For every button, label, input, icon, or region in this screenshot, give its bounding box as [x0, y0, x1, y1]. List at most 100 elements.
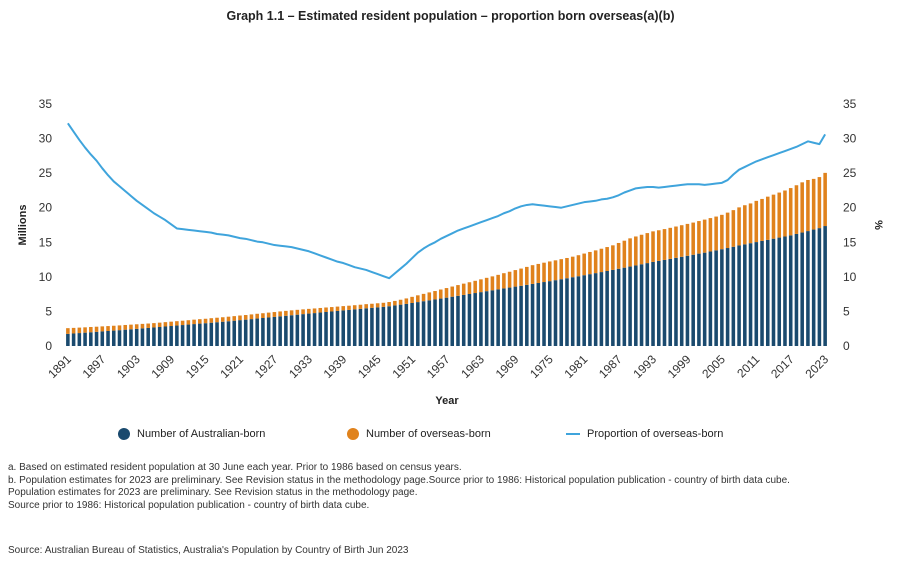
y2-tick-label: 25 — [843, 166, 857, 180]
x-axis: 1891 1897 1903 1909 1915 1921 1927 1933 1939 1945… — [45, 352, 831, 381]
bar-australian-born — [106, 330, 110, 346]
bar-australian-born — [123, 329, 128, 346]
bar-overseas-born — [289, 310, 294, 316]
australian-born-bars — [66, 226, 827, 346]
bar-australian-born — [295, 314, 300, 346]
x-tick-label: 2011 — [734, 352, 762, 380]
bar-overseas-born — [743, 205, 747, 245]
bar-overseas-born — [582, 253, 586, 276]
bar-overseas-born — [611, 245, 615, 270]
bar-overseas-born — [77, 327, 82, 334]
bar-australian-born — [140, 328, 145, 346]
legend-item-australian[interactable]: Number of Australian-born — [118, 428, 265, 440]
bar-australian-born — [783, 236, 787, 346]
bar-overseas-born — [473, 280, 477, 294]
bar-australian-born — [169, 326, 173, 346]
x-axis-title: Year — [435, 395, 459, 407]
x-tick-label: 1939 — [321, 352, 350, 381]
bar-australian-born — [754, 242, 759, 346]
bar-overseas-born — [255, 313, 259, 319]
bar-overseas-born — [725, 212, 730, 249]
bar-overseas-born — [634, 236, 638, 266]
legend-label-overseas: Number of overseas-born — [366, 428, 491, 440]
bar-overseas-born — [570, 256, 575, 278]
chart-title: Graph 1.1 – Estimated resident populatio… — [226, 9, 675, 23]
bar-overseas-born — [639, 234, 644, 265]
x-tick-label: 1999 — [665, 352, 694, 381]
bar-australian-born — [220, 321, 225, 346]
bar-overseas-born — [513, 270, 518, 287]
bar-overseas-born — [656, 230, 661, 261]
y2-tick-label: 0 — [843, 339, 850, 353]
bar-overseas-born — [404, 298, 409, 304]
bar-overseas-born — [318, 307, 323, 313]
bar-overseas-born — [668, 227, 673, 259]
bar-australian-born — [117, 330, 122, 346]
bar-overseas-born — [301, 309, 305, 315]
bar-overseas-born — [714, 216, 718, 251]
bar-australian-born — [691, 254, 695, 346]
x-tick-label: 1945 — [355, 352, 384, 381]
bar-australian-born — [146, 327, 150, 346]
bar-overseas-born — [94, 326, 99, 332]
bar-overseas-born — [123, 324, 128, 330]
bar-overseas-born — [410, 296, 414, 303]
bar-australian-born — [341, 310, 346, 346]
bar-australian-born — [238, 320, 242, 346]
y-tick-label: 35 — [39, 97, 53, 111]
bar-overseas-born — [375, 303, 380, 308]
bar-australian-born — [622, 267, 627, 346]
bar-overseas-born — [117, 325, 122, 331]
bar-australian-born — [387, 306, 391, 346]
bar-australian-born — [536, 283, 541, 346]
bar-australian-born — [725, 248, 730, 346]
bar-overseas-born — [806, 179, 810, 232]
bar-overseas-born — [180, 320, 185, 326]
bar-overseas-born — [175, 321, 179, 326]
bar-australian-born — [651, 261, 655, 346]
bar-australian-born — [307, 313, 311, 346]
bar-australian-born — [255, 318, 259, 346]
bar-australian-born — [410, 302, 414, 346]
x-tick-label: 1975 — [527, 352, 556, 381]
x-tick-label: 1891 — [45, 352, 74, 381]
x-tick-label: 1933 — [286, 352, 315, 381]
bar-overseas-born — [679, 225, 684, 257]
bar-overseas-born — [444, 288, 449, 298]
bar-overseas-born — [553, 260, 558, 281]
bar-australian-born — [823, 226, 827, 346]
bar-australian-born — [278, 316, 282, 346]
bar-australian-born — [94, 331, 99, 346]
bar-australian-born — [358, 308, 363, 346]
bar-overseas-born — [232, 316, 237, 321]
bar-australian-born — [203, 323, 208, 346]
bar-overseas-born — [794, 185, 799, 234]
left-y-axis: 0 5 10 15 20 25 30 35 — [39, 97, 53, 353]
bar-overseas-born — [111, 325, 116, 331]
bar-overseas-born — [243, 315, 248, 320]
legend-item-overseas[interactable]: Number of overseas-born — [347, 428, 491, 440]
bar-overseas-born — [599, 248, 604, 273]
bar-overseas-born — [192, 319, 196, 325]
bar-australian-born — [588, 274, 592, 346]
bar-overseas-born — [731, 210, 736, 247]
bar-australian-born — [806, 231, 810, 346]
bar-overseas-born — [209, 318, 214, 323]
bar-australian-born — [473, 293, 477, 346]
bar-overseas-born — [284, 310, 288, 316]
bar-australian-born — [570, 277, 575, 346]
y-tick-label: 20 — [39, 201, 53, 215]
bar-overseas-born — [691, 222, 695, 255]
y2-tick-label: 30 — [843, 132, 857, 146]
bar-australian-born — [708, 251, 713, 346]
bar-australian-born — [66, 333, 70, 346]
legend-item-proportion[interactable]: Proportion of overseas-born — [566, 428, 723, 440]
bar-australian-born — [748, 243, 753, 346]
bar-overseas-born — [347, 305, 351, 310]
bar-overseas-born — [438, 289, 443, 299]
x-tick-label: 1921 — [217, 352, 246, 381]
bar-overseas-born — [381, 302, 386, 307]
bar-overseas-born — [530, 265, 535, 284]
bar-australian-born — [129, 329, 133, 346]
bar-overseas-born — [364, 304, 368, 309]
